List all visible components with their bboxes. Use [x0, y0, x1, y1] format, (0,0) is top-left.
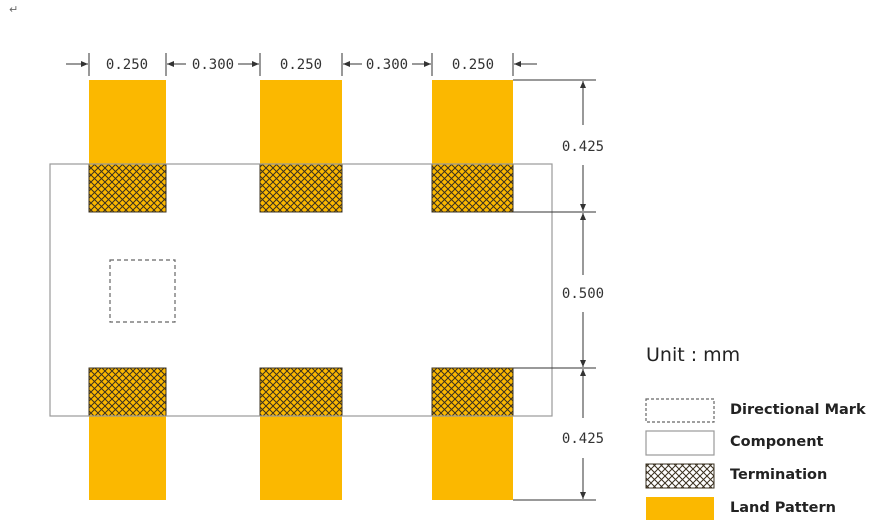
legend-title: Unit : mm	[646, 344, 741, 366]
legend-label-land-pattern: Land Pattern	[730, 500, 836, 516]
dim-right-2: 0.500	[562, 286, 604, 302]
legend-land-pattern-swatch	[646, 497, 714, 520]
legend-termination-swatch	[645, 463, 715, 489]
termination-bottom-2	[259, 367, 343, 417]
termination-bottom-1	[88, 367, 167, 417]
dim-right-3: 0.425	[562, 431, 604, 447]
component-outline	[49, 163, 553, 417]
dim-top-1: 0.250	[106, 57, 148, 73]
termination-bottom-3	[431, 367, 514, 417]
dim-top-4: 0.300	[366, 57, 408, 73]
legend-directional-mark-swatch	[645, 398, 715, 423]
legend-component-swatch	[645, 430, 715, 456]
legend-label-directional-mark: Directional Mark	[730, 402, 866, 418]
top-dimension-chain	[66, 53, 537, 76]
dim-top-5: 0.250	[452, 57, 494, 73]
right-dimension-chain	[513, 79, 596, 501]
dim-top-3: 0.250	[280, 57, 322, 73]
dim-right-1: 0.425	[562, 139, 604, 155]
termination-top-3	[431, 163, 514, 213]
dim-top-2: 0.300	[192, 57, 234, 73]
legend-label-component: Component	[730, 434, 824, 450]
legend-label-termination: Termination	[730, 467, 828, 483]
termination-top-2	[259, 163, 343, 213]
return-mark: ↵	[9, 3, 19, 16]
directional-mark	[109, 259, 176, 323]
termination-top-1	[88, 163, 167, 213]
